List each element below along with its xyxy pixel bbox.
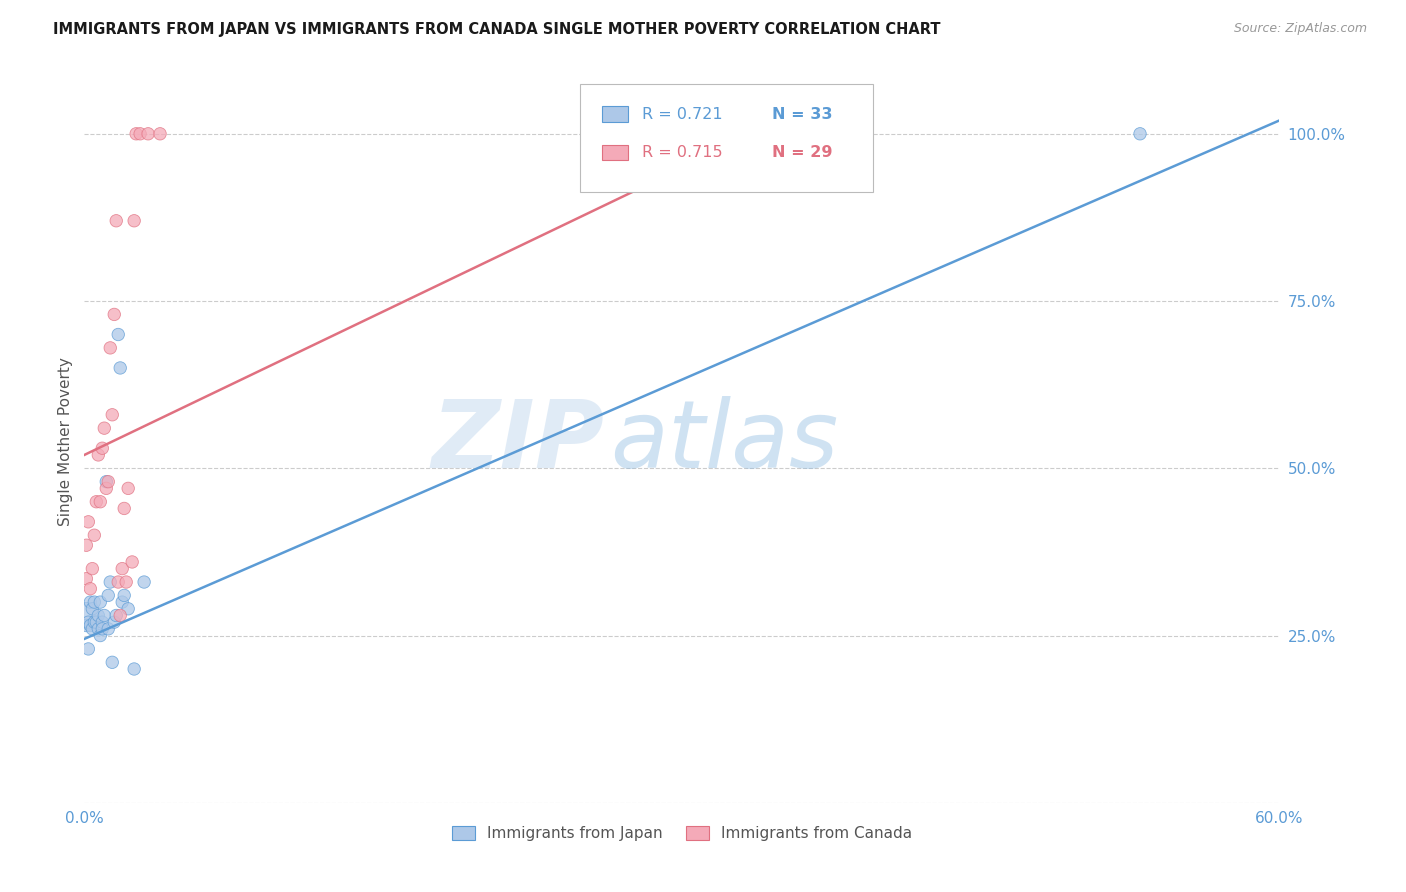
Point (79, 595, 101, 609)
Text: ZIP: ZIP (432, 395, 605, 488)
Point (86, 494, 108, 508)
Point (132, 575, 156, 590)
Point (107, 575, 129, 590)
Point (129, 127, 152, 141)
Point (91, 615, 114, 630)
Point (79, 582, 101, 596)
Point (83, 595, 105, 609)
Point (112, 589, 135, 603)
Point (89, 628, 111, 642)
Point (75, 608, 97, 623)
Point (103, 615, 125, 630)
Point (82, 602, 104, 616)
FancyBboxPatch shape (581, 84, 873, 193)
Point (105, 608, 128, 623)
Point (77, 515, 100, 529)
Point (82, 562, 104, 576)
Point (97, 475, 120, 489)
Point (101, 655, 124, 669)
Legend: Immigrants from Japan, Immigrants from Canada: Immigrants from Japan, Immigrants from C… (446, 820, 918, 847)
Point (125, 127, 148, 141)
Point (75, 572, 97, 586)
Point (87, 448, 110, 462)
Text: atlas: atlas (610, 396, 838, 487)
Point (117, 482, 139, 496)
Point (93, 421, 115, 435)
Point (98, 575, 121, 590)
Point (96, 475, 118, 489)
Text: IMMIGRANTS FROM JAPAN VS IMMIGRANTS FROM CANADA SINGLE MOTHER POVERTY CORRELATIO: IMMIGRANTS FROM JAPAN VS IMMIGRANTS FROM… (53, 22, 941, 37)
Bar (602, 145, 628, 161)
Point (82, 622, 104, 636)
Point (97, 589, 120, 603)
Point (77, 615, 100, 630)
Point (75, 618, 97, 632)
Point (89, 494, 111, 508)
Text: N = 33: N = 33 (772, 107, 832, 121)
Point (83, 528, 105, 542)
Point (96, 482, 118, 496)
Text: Source: ZipAtlas.com: Source: ZipAtlas.com (1233, 22, 1367, 36)
Point (107, 327, 129, 342)
Point (93, 608, 115, 623)
Point (83, 615, 105, 630)
Point (136, 127, 159, 141)
Point (1129, 127, 1152, 141)
Point (110, 361, 132, 376)
Point (111, 595, 134, 609)
Point (91, 442, 114, 455)
Point (75, 538, 97, 552)
Point (112, 501, 135, 516)
Point (122, 662, 145, 676)
Point (115, 575, 138, 590)
Point (91, 622, 114, 636)
Point (77, 642, 100, 657)
Point (110, 608, 132, 623)
Point (87, 608, 110, 623)
Point (97, 622, 120, 636)
Point (122, 214, 145, 228)
Bar (602, 106, 628, 122)
Point (149, 127, 172, 141)
Point (103, 307, 125, 322)
Point (121, 555, 143, 569)
Text: R = 0.715: R = 0.715 (643, 145, 723, 160)
Point (79, 618, 101, 632)
Point (111, 562, 134, 576)
Text: N = 29: N = 29 (772, 145, 832, 160)
Text: R = 0.721: R = 0.721 (643, 107, 723, 121)
Point (86, 615, 108, 630)
Point (105, 214, 128, 228)
Y-axis label: Single Mother Poverty: Single Mother Poverty (58, 357, 73, 526)
Point (117, 602, 139, 616)
Point (89, 595, 111, 609)
Point (101, 408, 124, 422)
Point (87, 622, 110, 636)
Point (98, 341, 121, 355)
